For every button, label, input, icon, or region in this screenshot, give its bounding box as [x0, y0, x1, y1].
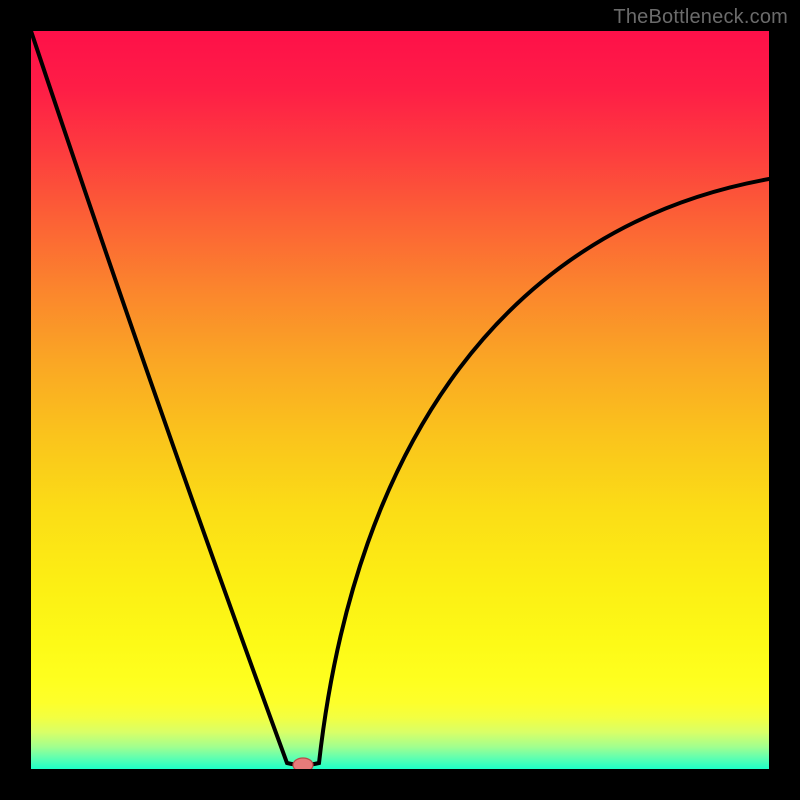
bottleneck-curve [31, 31, 769, 765]
chart-plot-area [31, 31, 769, 769]
watermark-text: TheBottleneck.com [613, 6, 788, 29]
chart-svg [31, 31, 769, 769]
optimum-marker [293, 758, 313, 769]
